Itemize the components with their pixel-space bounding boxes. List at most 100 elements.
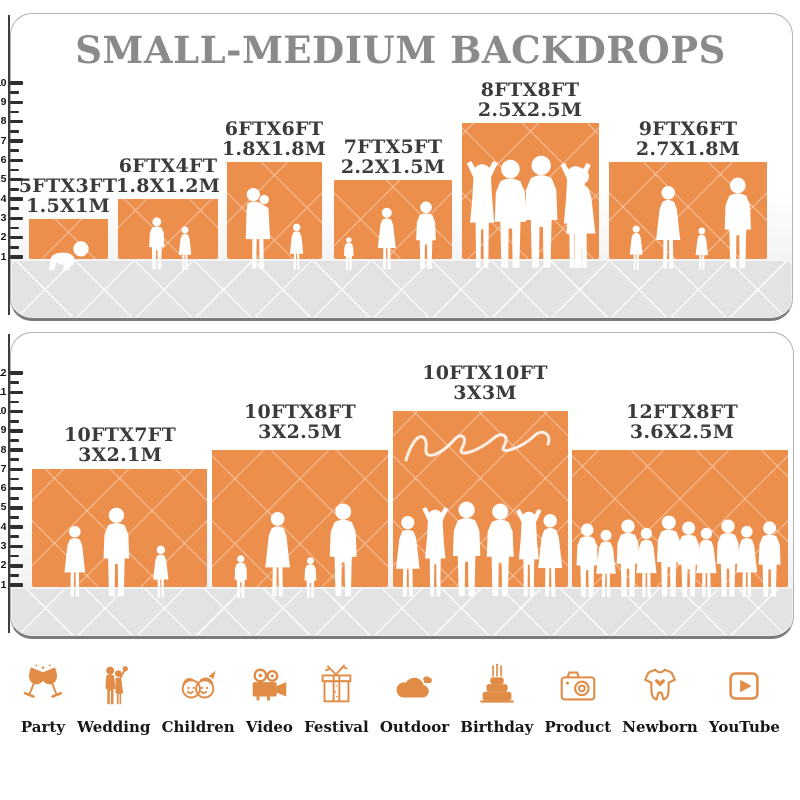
ruler-number: 4 [0,192,7,205]
ruler-tick-major [10,525,23,529]
ruler-number: 9 [0,424,7,437]
ruler-small-medium: 1 2 3 4 5 6 7 8 9 10 [0,13,30,317]
baby-onesie-icon [644,668,676,701]
silhouette-crawling-baby [48,241,89,271]
category-label: Outdoor [379,718,450,736]
category-party: Party [20,663,66,736]
photo-camera-icon [560,671,596,701]
ruler-tick-minor [10,573,19,577]
category-festival: Festival [304,663,369,736]
category-children: Children [162,663,235,736]
backdrop-box-10x10 [393,411,568,587]
ruler-tick-major [10,371,23,375]
cloud-icon [397,676,433,698]
backdrop-size-label: 7FTX5FT 2.2X1.5M [340,136,446,178]
category-label: Party [20,718,66,736]
script-watermark [404,430,551,462]
backdrop-box-5x3 [29,219,108,259]
ruler-tick-minor [10,477,19,481]
ruler-tick-minor [10,496,19,500]
backdrop-size-label: 12FTX8FT 3.6X2.5M [625,401,739,443]
ruler-number: 11 [0,385,7,398]
ruler-tick-major [10,139,23,143]
silhouette-mother-and-girl [245,188,304,270]
category-label: Festival [304,718,369,736]
ruler-tick-major [10,429,23,433]
ruler-number: 3 [0,211,7,224]
ruler-tick-major [10,390,23,395]
ruler-tick-major [10,255,23,259]
backdrop-size-label: 9FTX6FT 2.7X1.8M [635,118,741,160]
ruler-tick-major [10,409,23,414]
ruler-number: 5 [0,173,7,186]
ruler-tick-major [10,235,23,240]
ruler-tick-minor [10,535,19,539]
children-faces-icon [181,670,216,699]
ruler-tick-major [10,544,23,549]
video-camera-icon [253,668,287,701]
ruler-tick-major [10,197,23,201]
ruler-tick-minor [10,419,19,423]
silhouette-boy-and-girl [149,217,192,270]
silhouette-family-walking [234,503,357,598]
ruler-number: 8 [0,443,7,456]
ruler-number: 10 [0,76,7,89]
backdrop-box-6x6 [227,162,322,259]
ruler-tick-minor [10,458,19,462]
ruler-spine [8,15,10,315]
silhouette-woman-man-girl [64,507,169,598]
silhouette-five-adults [466,155,596,268]
ruler-tick-minor [10,381,19,385]
party-glasses-icon [23,664,63,698]
ruler-tick-major [10,563,23,568]
ruler-tick-major [10,583,23,587]
ruler-tick-major [10,467,23,472]
backdrop-size-label: 6FTX4FT 1.8X1.2M [115,155,221,197]
silhouette-toddler-woman-man [344,201,436,270]
ruler-number: 2 [0,231,7,244]
page-title: SMALL-MEDIUM BACKDROPS [75,28,726,72]
ruler-tick-minor [10,245,19,249]
category-video: Video [246,663,293,736]
category-label: Newborn [622,718,698,736]
ruler-tick-major [10,100,23,105]
ruler-number: 1 [0,250,7,263]
ruler-tick-major [10,177,23,182]
ruler-number: 9 [0,95,7,108]
ruler-number: 4 [0,520,7,533]
backdrop-box-6x4 [118,199,218,259]
category-row: Party Wedding [20,663,780,736]
ruler-number: 1 [0,578,7,591]
ruler-tick-minor [10,439,19,442]
ruler-number: 6 [0,153,7,166]
ruler-number: 2 [0,559,7,572]
category-label: Birthday [460,718,534,736]
silhouette-crowd [576,515,781,597]
backdrop-size-label: 6FTX6FT 1.8X1.8M [221,118,327,160]
backdrop-size-label: 10FTX7FT 3X2.1M [63,424,177,466]
ruler-tick-major [10,119,23,124]
ruler-tick-major [10,448,23,452]
ruler-tick-minor [10,168,19,172]
ruler-number: 10 [0,405,7,418]
ruler-number: 7 [0,134,7,147]
backdrop-size-label: 10FTX8FT 3X2.5M [243,401,357,443]
gift-box-icon [321,664,352,703]
ruler-tick-major [10,506,23,510]
backdrop-size-label: 8FTX8FT 2.5X2.5M [477,79,583,121]
ruler-tick-minor [10,110,19,114]
ruler-number: 12 [0,366,7,379]
silhouette-six-adults [396,501,563,597]
category-outdoor: Outdoor [380,663,449,736]
ruler-tick-minor [10,187,19,191]
ruler-number: 7 [0,462,7,475]
ruler-tick-major [10,158,23,163]
ruler-tick-minor [10,207,19,211]
ruler-tick-major [10,486,23,491]
category-product: Product [544,663,611,736]
ruler-large: 123456789101112 [0,332,30,635]
category-newborn: Newborn [622,663,698,736]
category-label: Wedding [77,718,151,736]
ruler-number: 5 [0,501,7,514]
